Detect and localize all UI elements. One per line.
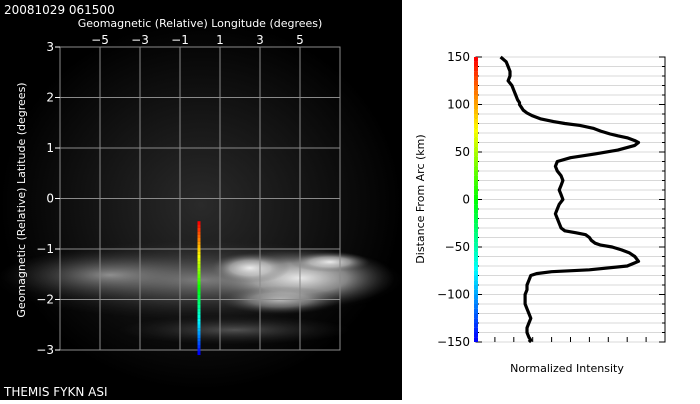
x-tick-label: 5 — [296, 33, 304, 47]
x-axis-ticks: −5 −3 −1 1 3 5 — [91, 33, 304, 47]
profile-y-tick-label: 50 — [455, 145, 470, 159]
camera-image-plot: −5 −3 −1 1 3 5 3 2 1 0 −1 −2 −3 20081029 061500 Geo… — [0, 3, 410, 399]
x-tick-label: −5 — [91, 33, 109, 47]
profile-y-tick-label: −50 — [445, 240, 470, 254]
profile-y-tick-label: −100 — [437, 288, 470, 302]
profile-y-tick-label: 0 — [462, 193, 470, 207]
y-tick-label: 3 — [46, 40, 54, 54]
profile-x-ticks — [475, 337, 666, 342]
profile-y-ticks: 150 100 50 0 −50 −100 −150 — [437, 50, 665, 349]
y-tick-label: 1 — [46, 141, 54, 155]
x-tick-label: −3 — [131, 33, 149, 47]
profile-y-tick-label: −150 — [437, 335, 470, 349]
y-tick-label: −2 — [36, 293, 54, 307]
x-tick-label: 3 — [256, 33, 264, 47]
caption: THEMIS FYKN ASI — [3, 385, 108, 399]
y-tick-label: −3 — [36, 343, 54, 357]
y-tick-label: 2 — [46, 91, 54, 105]
timestamp: 20081029 061500 — [4, 3, 115, 17]
camera-image-panel: −5 −3 −1 1 3 5 3 2 1 0 −1 −2 −3 20081029 061500 Geo… — [0, 0, 410, 400]
intensity-profile-plot: 150 100 50 0 −50 −100 −150 Distance From Arc (… — [414, 50, 666, 375]
x-tick-label: 1 — [216, 33, 224, 47]
y-tick-label: −1 — [36, 242, 54, 256]
y-axis-ticks: 3 2 1 0 −1 −2 −3 — [36, 40, 60, 357]
y-tick-label: 0 — [46, 192, 54, 206]
left-ylabel: Geomagnetic (Relative) Latitude (degrees… — [15, 82, 28, 317]
x-tick-label: −1 — [171, 33, 189, 47]
left-title: Geomagnetic (Relative) Longitude (degree… — [78, 17, 323, 30]
intensity-profile-panel: 150 100 50 0 −50 −100 −150 Distance From Arc (… — [402, 0, 700, 400]
profile-y-tick-label: 150 — [447, 50, 470, 64]
grid-lines — [60, 46, 340, 351]
intensity-profile-line — [499, 55, 641, 344]
right-ylabel: Distance From Arc (km) — [414, 134, 427, 263]
profile-grid-lines — [476, 56, 665, 343]
profile-y-tick-label: 100 — [447, 98, 470, 112]
right-xlabel: Normalized Intensity — [510, 362, 624, 375]
